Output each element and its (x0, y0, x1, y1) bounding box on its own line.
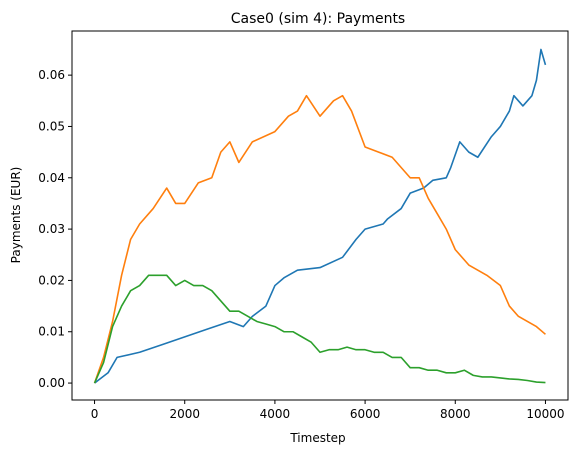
x-tick-label: 10000 (526, 407, 564, 421)
x-axis: 0 2000 4000 6000 8000 10000 (91, 400, 565, 421)
plot-area-frame (71, 30, 569, 401)
x-tick-label: 4000 (260, 407, 291, 421)
x-tick-label: 6000 (350, 407, 381, 421)
y-tick-label: 0.03 (38, 222, 65, 236)
y-tick-label: 0.05 (38, 119, 65, 133)
y-axis-label: Payments (EUR) (9, 167, 23, 264)
series-line-1 (94, 48, 547, 384)
y-tick-label: 0.00 (38, 376, 65, 390)
y-tick-label: 0.04 (38, 171, 65, 185)
y-tick-label: 0.02 (38, 273, 65, 287)
x-axis-label: Timestep (289, 431, 345, 445)
y-tick-label: 0.01 (38, 325, 65, 339)
x-tick-label: 0 (91, 407, 99, 421)
series-line-2 (93, 94, 546, 384)
y-axis: 0.00 0.01 0.02 0.03 0.04 0.05 0.06 (38, 68, 72, 390)
series-layer (93, 48, 547, 384)
x-tick-label: 2000 (169, 407, 200, 421)
chart-title: Case0 (sim 4): Payments (231, 11, 405, 27)
series-line-3 (93, 274, 546, 384)
y-tick-label: 0.06 (38, 68, 65, 82)
x-tick-label: 8000 (440, 407, 471, 421)
